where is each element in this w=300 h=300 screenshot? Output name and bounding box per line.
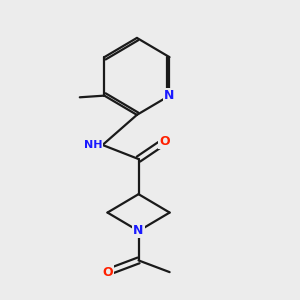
Text: N: N bbox=[164, 89, 175, 102]
Text: O: O bbox=[102, 266, 113, 279]
Text: O: O bbox=[159, 135, 170, 148]
Text: NH: NH bbox=[84, 140, 103, 150]
Text: N: N bbox=[134, 224, 144, 238]
